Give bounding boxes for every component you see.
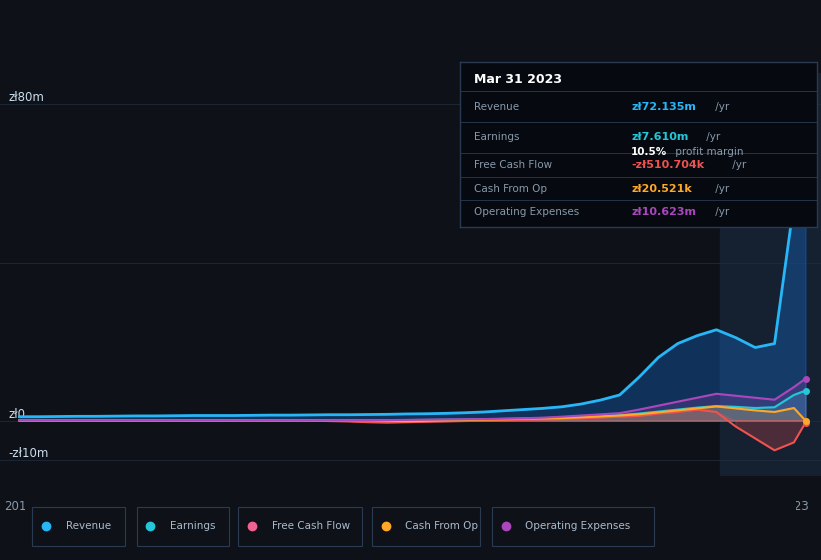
Text: profit margin: profit margin <box>672 147 744 157</box>
Text: 2015: 2015 <box>159 500 189 513</box>
Text: Operating Expenses: Operating Expenses <box>474 207 580 217</box>
Text: zł0: zł0 <box>8 408 25 421</box>
Text: zł7.610m: zł7.610m <box>631 132 689 142</box>
FancyBboxPatch shape <box>372 507 480 546</box>
Text: 10.5%: 10.5% <box>631 147 667 157</box>
FancyBboxPatch shape <box>238 507 362 546</box>
Text: Cash From Op: Cash From Op <box>474 184 547 194</box>
FancyBboxPatch shape <box>493 507 654 546</box>
FancyBboxPatch shape <box>32 507 125 546</box>
Text: /yr: /yr <box>712 207 729 217</box>
Text: Cash From Op: Cash From Op <box>405 521 478 531</box>
Text: Free Cash Flow: Free Cash Flow <box>272 521 350 531</box>
Text: 2021: 2021 <box>624 500 654 513</box>
Text: /yr: /yr <box>712 184 729 194</box>
Text: 2013: 2013 <box>4 500 34 513</box>
FancyBboxPatch shape <box>136 507 229 546</box>
Text: 2020: 2020 <box>547 500 576 513</box>
Text: 2016: 2016 <box>236 500 267 513</box>
Text: 2022: 2022 <box>701 500 732 513</box>
Text: Operating Expenses: Operating Expenses <box>525 521 631 531</box>
Text: Revenue: Revenue <box>474 102 519 112</box>
Text: /yr: /yr <box>703 132 720 142</box>
Text: Earnings: Earnings <box>474 132 520 142</box>
Text: Earnings: Earnings <box>170 521 215 531</box>
Text: 2023: 2023 <box>779 500 809 513</box>
Text: /yr: /yr <box>729 160 746 170</box>
Text: zł72.135m: zł72.135m <box>631 102 696 112</box>
Text: 2018: 2018 <box>392 500 421 513</box>
Text: Mar 31 2023: Mar 31 2023 <box>474 73 562 86</box>
Text: Revenue: Revenue <box>66 521 111 531</box>
Text: zł10.623m: zł10.623m <box>631 207 696 217</box>
Text: Free Cash Flow: Free Cash Flow <box>474 160 553 170</box>
Text: /yr: /yr <box>712 102 729 112</box>
Text: 2019: 2019 <box>469 500 499 513</box>
Text: zł20.521k: zł20.521k <box>631 184 692 194</box>
Text: -zł10m: -zł10m <box>8 447 48 460</box>
Bar <box>720 73 821 476</box>
Text: -zł510.704k: -zł510.704k <box>631 160 704 170</box>
Text: 2014: 2014 <box>82 500 112 513</box>
Text: 2017: 2017 <box>314 500 344 513</box>
Text: zł80m: zł80m <box>8 91 44 104</box>
